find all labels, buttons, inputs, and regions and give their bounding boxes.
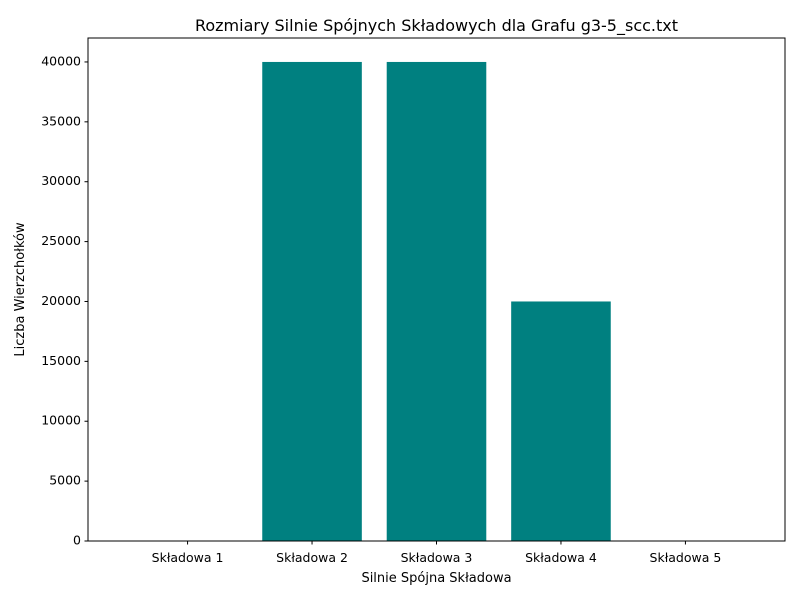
- y-tick-label: 30000: [41, 173, 81, 188]
- y-tick-label: 35000: [41, 113, 81, 128]
- x-tick-label: Składowa 4: [525, 550, 597, 565]
- x-axis-label: Silnie Spójna Składowa: [361, 571, 511, 586]
- y-tick-label: 40000: [41, 53, 81, 68]
- y-tick-label: 15000: [41, 353, 81, 368]
- bar-3: [387, 62, 487, 541]
- y-tick-label: 0: [73, 533, 81, 548]
- y-tick-label: 20000: [41, 293, 81, 308]
- y-axis-label: Liczba Wierzchołków: [13, 222, 28, 357]
- y-axis-ticks: 0 5000 10000 15000 20000 25000 30000 35000 40000: [41, 53, 88, 547]
- bar-4: [511, 301, 611, 541]
- y-tick-label: 10000: [41, 413, 81, 428]
- x-tick-label: Składowa 2: [276, 550, 348, 565]
- x-tick-label: Składowa 3: [401, 550, 473, 565]
- x-tick-label: Składowa 5: [650, 550, 722, 565]
- chart-title: Rozmiary Silnie Spójnych Składowych dla …: [195, 16, 678, 36]
- bar-2: [262, 62, 362, 541]
- y-tick-label: 25000: [41, 233, 81, 248]
- y-tick-label: 5000: [49, 473, 81, 488]
- x-tick-label: Składowa 1: [152, 550, 224, 565]
